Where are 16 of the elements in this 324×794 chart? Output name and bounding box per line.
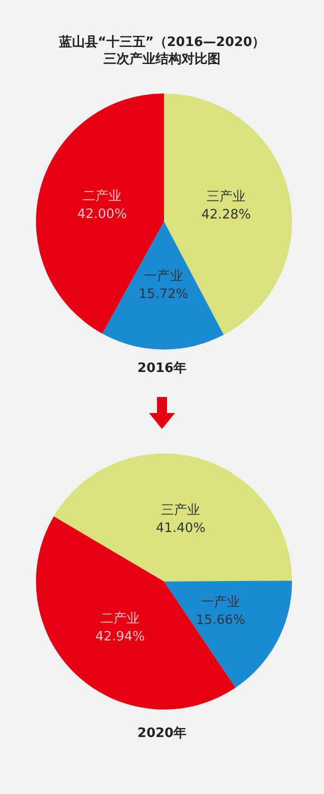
chart-subtitle: 三次产业结构对比图 <box>102 51 222 68</box>
chart-title: 蓝山县“十三五”（2016—2020） <box>58 34 266 51</box>
data-label: 15.72% <box>138 286 188 302</box>
data-label: 15.66% <box>196 612 246 628</box>
text: 2016年 <box>136 360 188 378</box>
text: 2020年 <box>136 725 188 743</box>
slice-label: 二产业 <box>82 188 122 204</box>
slice-label: 一产业 <box>201 594 240 610</box>
data-label: 42.94% <box>95 629 145 644</box>
slice-label: 一产业 <box>144 268 183 284</box>
slice-label: 三产业 <box>206 190 246 205</box>
slice-label: 二产业 <box>100 611 140 626</box>
data-label: 42.28% <box>201 208 251 223</box>
data-label: 41.40% <box>156 521 206 536</box>
data-label: 42.00% <box>77 206 127 222</box>
slice-label: 三产业 <box>161 503 200 518</box>
